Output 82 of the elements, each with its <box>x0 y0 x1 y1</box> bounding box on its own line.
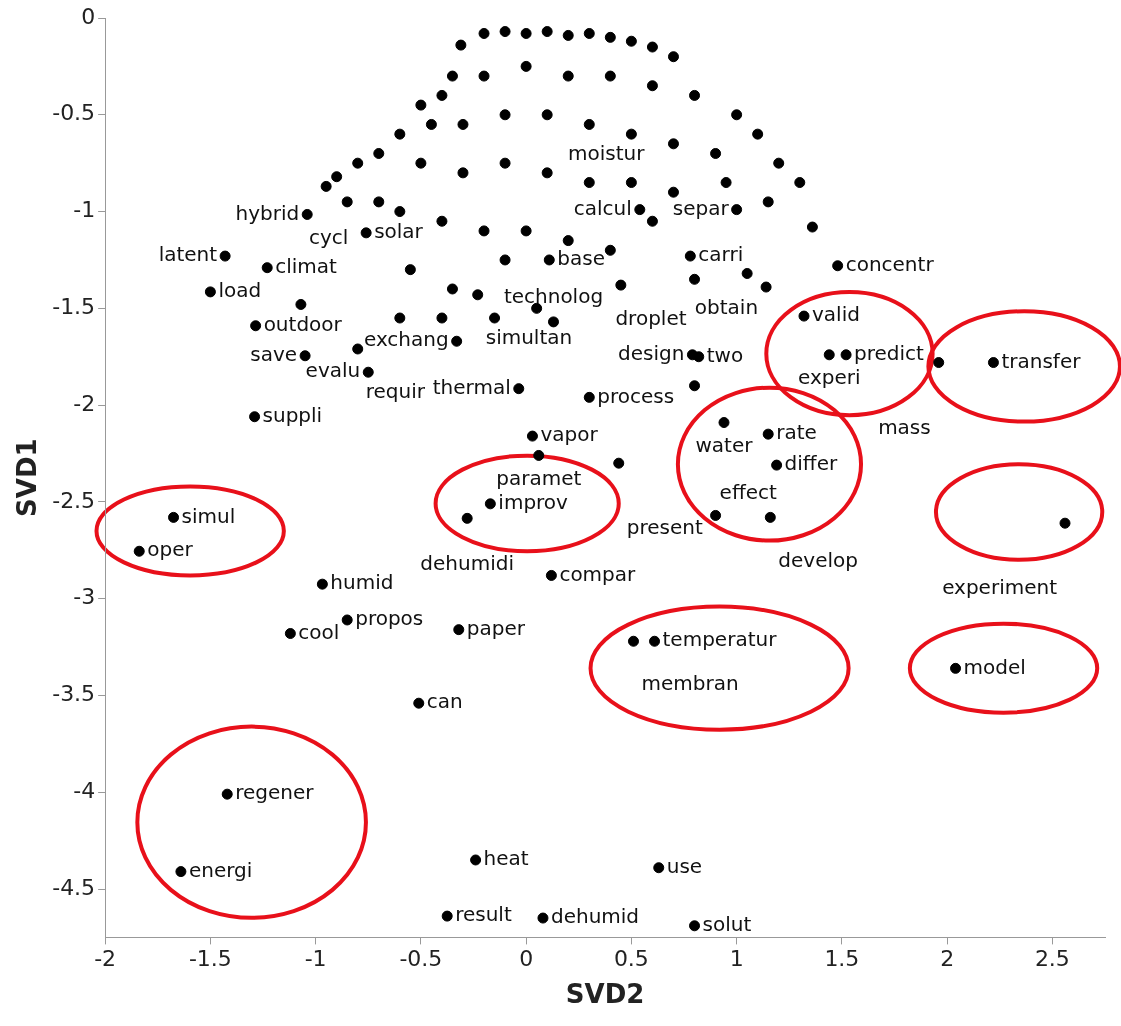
annotation: can <box>426 689 463 714</box>
y-tick-label: -4.5 <box>52 874 96 900</box>
annotation: thermal <box>432 374 511 399</box>
y-tick-label: -2.5 <box>52 487 96 513</box>
annotation: present <box>626 515 703 540</box>
y-tick-label: -3 <box>73 584 96 610</box>
annotation: process <box>597 383 675 408</box>
x-tick-label: -1.5 <box>188 946 232 972</box>
annotation: improv <box>498 490 569 515</box>
annotation: cycl <box>308 224 349 249</box>
x-tick-label: -2 <box>94 946 117 972</box>
annotation: suppli <box>262 402 323 427</box>
annotation: moistur <box>567 141 646 166</box>
annotation: hybrid <box>235 200 300 225</box>
annotation: valid <box>811 302 860 327</box>
annotation: experi <box>797 364 861 389</box>
annotation: carri <box>698 242 744 267</box>
annotation: membran <box>641 671 739 696</box>
annotation: calcul <box>573 195 632 220</box>
annotation: latent <box>158 242 218 267</box>
annotation: propos <box>355 606 424 631</box>
annotation: evalu <box>305 358 361 383</box>
annotation: droplet <box>615 305 687 330</box>
x-tick-label: 1 <box>729 946 744 972</box>
annotation: differ <box>784 451 838 476</box>
annotation: two <box>706 342 744 367</box>
y-tick-label: -2 <box>73 390 96 416</box>
annotation: heat <box>483 846 529 871</box>
annotation: humid <box>330 570 394 595</box>
annotation: effect <box>719 479 777 504</box>
y-tick-label: -1 <box>73 197 96 223</box>
annotation: cool <box>298 619 340 644</box>
annotation: solar <box>374 219 424 244</box>
x-tick-label: 0 <box>519 946 534 972</box>
annotation: result <box>455 902 512 927</box>
y-tick-label: 0 <box>81 3 96 29</box>
annotation: technolog <box>503 284 604 309</box>
annotation: save <box>250 341 298 366</box>
annotation: exchang <box>363 327 449 352</box>
annotation: regener <box>235 780 315 805</box>
y-axis-title: SVD1 <box>12 438 43 517</box>
y-tick-label: -1.5 <box>52 294 96 320</box>
annotation: simul <box>181 503 236 528</box>
y-tick-label: -3.5 <box>52 681 96 707</box>
annotation: use <box>666 853 703 878</box>
annotation: rate <box>776 420 817 445</box>
annotation: requir <box>365 379 426 404</box>
annotation: oper <box>147 537 194 562</box>
annotation: vapor <box>540 422 599 447</box>
annotation: paramet <box>496 465 582 490</box>
annotation: load <box>218 278 262 303</box>
x-tick-label: 2.5 <box>1034 946 1070 972</box>
annotation: separ <box>672 195 730 220</box>
x-tick-label: -0.5 <box>399 946 443 972</box>
annotation: obtain <box>694 295 759 320</box>
annotation: design <box>618 340 685 365</box>
x-tick-label: 0.5 <box>613 946 649 972</box>
annotation: water <box>695 432 754 457</box>
annotation: dehumidi <box>420 550 515 575</box>
annotation: mass <box>878 414 931 439</box>
annotation: outdoor <box>263 311 343 336</box>
annotation: energi <box>188 857 253 882</box>
annotation: simultan <box>485 324 573 349</box>
annotation: dehumid <box>550 904 640 929</box>
annotation: solut <box>702 911 752 936</box>
annotation: transfer <box>1001 348 1082 373</box>
annotation: temperatur <box>662 627 778 652</box>
annotation: compar <box>559 561 637 586</box>
y-tick-label: -0.5 <box>52 100 96 126</box>
y-tick-label: -4 <box>73 777 96 803</box>
x-tick-label: 2 <box>940 946 955 972</box>
x-tick-label: -1 <box>304 946 327 972</box>
x-axis-title: SVD2 <box>565 979 645 1010</box>
x-tick-label: 1.5 <box>824 946 860 972</box>
annotation: base <box>557 246 605 271</box>
annotation: develop <box>778 547 858 572</box>
annotation: model <box>963 654 1026 679</box>
annotation: experiment <box>942 575 1058 600</box>
annotation: paper <box>466 615 526 640</box>
annotation: predict <box>854 340 925 365</box>
annotation: concentr <box>845 251 935 276</box>
annotation: climat <box>275 253 338 278</box>
